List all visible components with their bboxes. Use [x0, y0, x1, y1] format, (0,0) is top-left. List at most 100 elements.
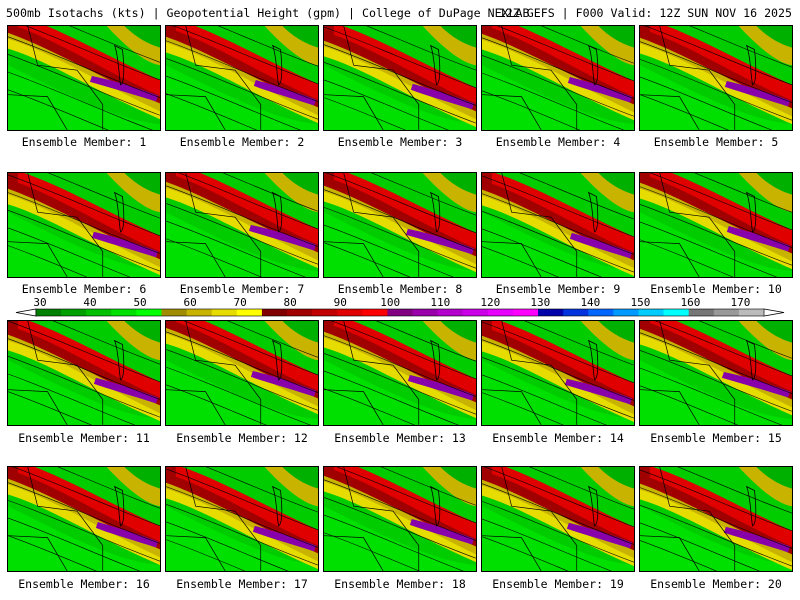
colorbar-swatch	[738, 309, 765, 316]
colorbar-tick-label: 30	[33, 296, 46, 309]
great-lakes-outline	[587, 485, 599, 527]
height-contour	[640, 385, 739, 425]
height-contour	[324, 388, 416, 425]
northeast-low-speed	[282, 173, 318, 195]
state-boundary	[501, 26, 578, 130]
height-contour	[483, 467, 634, 528]
height-contour	[205, 467, 318, 513]
height-contour	[8, 192, 160, 254]
height-contour	[482, 228, 602, 277]
colorbar-swatch	[86, 309, 112, 316]
height-contour	[324, 532, 420, 571]
low-speed-area	[166, 360, 318, 425]
height-contour	[482, 37, 634, 99]
colorbar-tick-label: 70	[234, 296, 247, 309]
great-lakes-outline	[587, 339, 599, 381]
state-boundary	[640, 535, 700, 571]
ensemble-member-caption: Ensemble Member: 3	[337, 135, 463, 149]
height-contour	[8, 321, 160, 383]
colorbar-left-arrow	[15, 308, 37, 317]
state-boundary	[659, 321, 736, 425]
height-contour	[371, 173, 476, 216]
ensemble-member-map	[639, 25, 793, 131]
ensemble-member-map	[165, 320, 319, 426]
height-contour	[8, 356, 160, 418]
height-contour	[8, 245, 88, 277]
low-speed-area	[324, 65, 476, 130]
height-contour	[324, 242, 411, 277]
jet-band-100kt	[17, 321, 160, 398]
state-boundary	[27, 173, 104, 277]
jet-core-110kt	[407, 374, 475, 401]
ensemble-member-map	[639, 320, 793, 426]
isotach-field	[482, 26, 634, 130]
low-speed-area	[324, 212, 476, 277]
isotach-field	[640, 26, 792, 130]
height-contour	[482, 55, 634, 117]
state-boundary	[8, 94, 68, 130]
height-contour	[380, 467, 476, 506]
colorbar-swatch	[437, 309, 464, 316]
ensemble-member-map	[323, 466, 477, 572]
colorbar-tick-label: 120	[480, 296, 500, 309]
great-lakes-outline	[587, 44, 599, 86]
height-contour	[482, 357, 634, 419]
height-contour	[482, 193, 634, 255]
northeast-low-speed	[440, 467, 476, 489]
great-lakes-outline	[745, 44, 757, 86]
jet-band-90kt	[8, 321, 160, 406]
height-contour	[8, 338, 160, 400]
great-lakes-outline	[429, 485, 441, 527]
height-contour	[482, 374, 607, 425]
low-speed-area	[482, 65, 634, 130]
colorbar-swatch	[688, 309, 715, 316]
jet-core-110kt	[569, 232, 633, 259]
state-boundary	[640, 389, 700, 425]
height-contour	[166, 203, 318, 265]
jet-core-110kt	[410, 83, 475, 110]
ensemble-member-caption: Ensemble Member: 2	[179, 135, 305, 149]
header-title: 500mb Isotachs (kts) | Geopotential Heig…	[6, 6, 530, 20]
jet-band-90kt	[166, 26, 318, 108]
state-boundary	[185, 467, 262, 571]
jet-core-110kt	[95, 521, 159, 548]
northeast-low-speed	[124, 173, 160, 195]
state-boundary	[659, 173, 736, 277]
height-contour	[640, 522, 760, 571]
height-contour	[166, 238, 262, 277]
colorbar-swatch	[111, 309, 137, 316]
isotach-field	[8, 467, 160, 571]
northeast-low-speed	[440, 26, 476, 48]
height-contour	[8, 54, 160, 116]
height-contour	[482, 392, 564, 425]
colorbar-outline	[35, 308, 765, 317]
isotach-field	[482, 321, 634, 425]
height-contour	[366, 26, 476, 71]
northeast-low-speed	[124, 26, 160, 48]
jet-band-100kt	[333, 467, 476, 539]
colorbar-swatch	[36, 309, 62, 316]
height-contour	[640, 367, 783, 425]
great-lakes-outline	[745, 339, 757, 381]
jet-core-110kt	[723, 526, 791, 553]
jet-core-110kt	[724, 80, 791, 107]
ensemble-member-caption: Ensemble Member: 11	[18, 431, 150, 445]
ensemble-member-map	[7, 466, 161, 572]
colorbar-tick-label: 40	[83, 296, 96, 309]
ensemble-member-map	[481, 466, 635, 572]
jet-band-90kt	[482, 321, 634, 407]
ensemble-member-caption: Ensemble Member: 18	[334, 577, 466, 591]
isotach-field	[8, 26, 160, 130]
height-contour	[640, 487, 792, 549]
northeast-low-speed	[756, 467, 792, 489]
state-boundary	[166, 535, 226, 571]
isotach-field	[482, 173, 634, 277]
great-lakes-outline	[113, 44, 125, 86]
ensemble-member-map	[7, 320, 161, 426]
colorbar-tick-label: 130	[530, 296, 550, 309]
state-boundary	[27, 321, 104, 425]
colorbar-swatch	[563, 309, 589, 316]
isotach-field	[482, 467, 634, 571]
low-speed-area	[166, 506, 318, 571]
jet-band-100kt	[17, 26, 160, 96]
